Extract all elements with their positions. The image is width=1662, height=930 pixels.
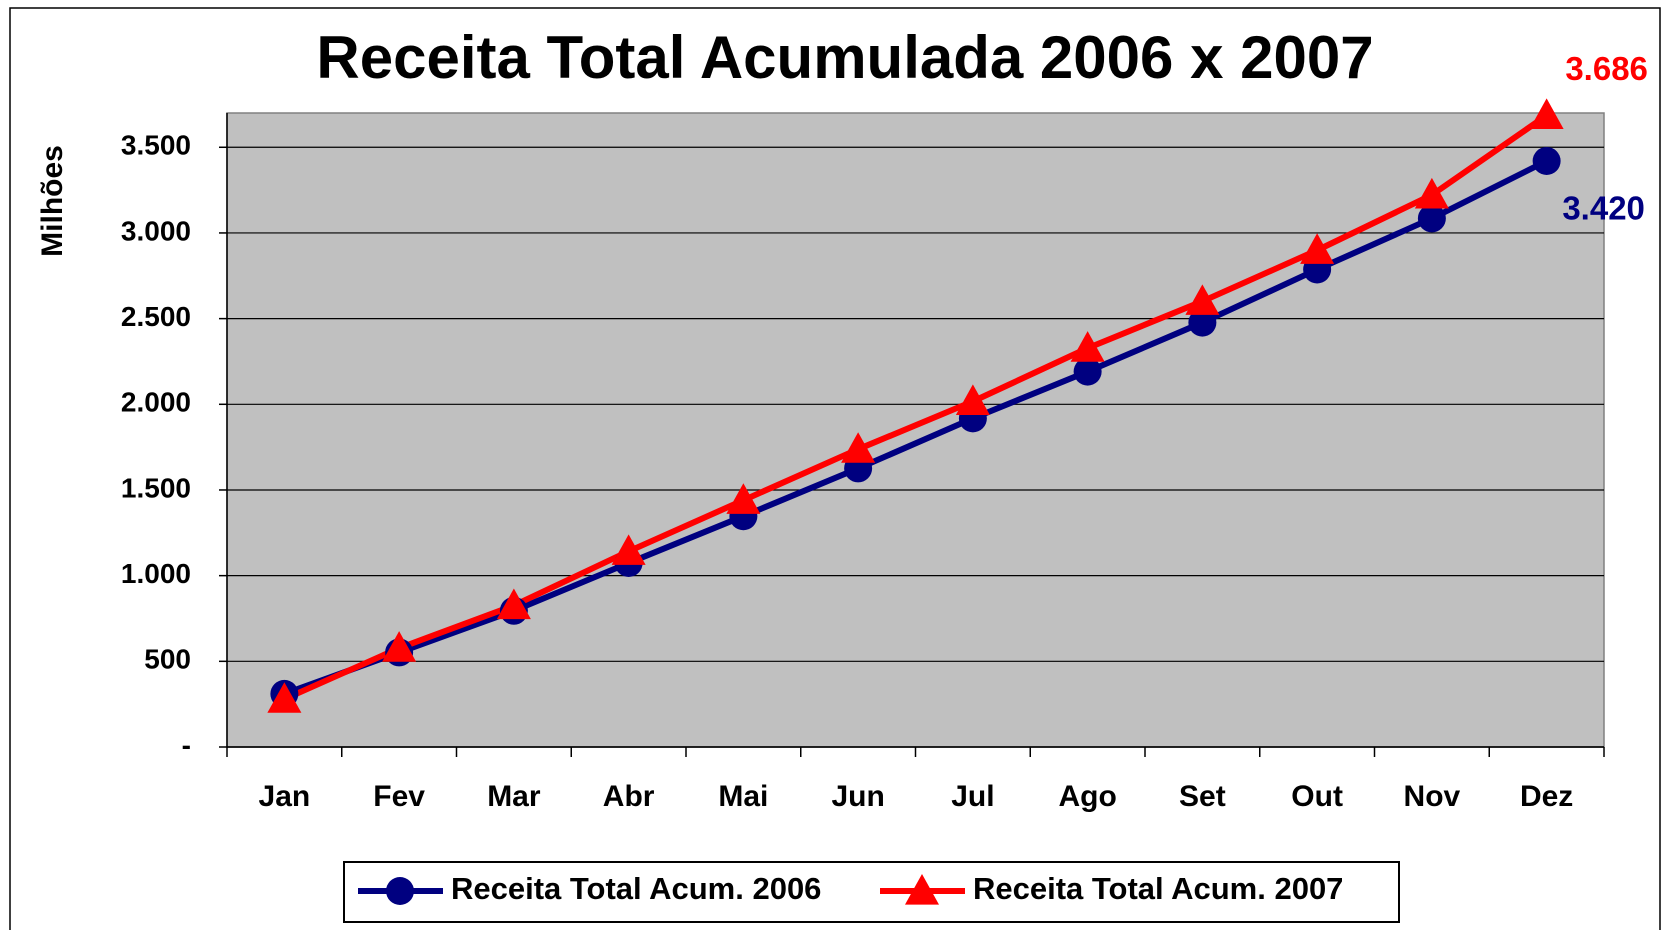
- x-tick-label: Dez: [1520, 780, 1573, 813]
- x-tick-label: Nov: [1404, 780, 1461, 813]
- x-tick-label: Mar: [487, 780, 541, 813]
- legend: Receita Total Acum. 2006 Receita Total Ac…: [343, 861, 1400, 923]
- data-point: [611, 534, 646, 565]
- x-tick-label: Jun: [831, 780, 884, 813]
- x-tick-label: Jul: [951, 780, 994, 813]
- data-point: [1532, 146, 1561, 175]
- x-tick-label: Set: [1179, 780, 1226, 813]
- legend-label: Receita Total Acum. 2006: [451, 871, 821, 906]
- x-tick-label: Out: [1291, 780, 1343, 813]
- y-tick-label: 500: [144, 644, 191, 675]
- data-point: [955, 384, 990, 415]
- y-tick-label: 3.500: [121, 130, 191, 161]
- y-tick-label: 3.000: [121, 215, 191, 246]
- x-tick-label: Jan: [259, 780, 311, 813]
- y-tick-label: 1.500: [121, 472, 191, 503]
- data-point: [1417, 204, 1446, 233]
- x-tick-label: Mai: [718, 780, 768, 813]
- data-point: [1414, 177, 1449, 209]
- x-tick-label: Ago: [1058, 780, 1116, 813]
- y-tick-label: 2.000: [121, 387, 191, 418]
- series-line: [283, 158, 1548, 697]
- legend-marker: [905, 874, 939, 905]
- data-point: [496, 588, 531, 620]
- x-tick-label: Fev: [373, 780, 425, 813]
- legend-marker: [386, 877, 414, 905]
- data-point: [267, 682, 302, 713]
- data-point: [1185, 284, 1220, 315]
- chart-title: Receita Total Acumulada 2006 x 2007: [316, 24, 1373, 91]
- y-tick-label: 2.500: [121, 301, 191, 332]
- data-point: [1300, 233, 1335, 264]
- data-point: [841, 432, 876, 463]
- y-tick-label: 1.000: [121, 558, 191, 589]
- data-point: [1529, 98, 1564, 129]
- legend-label: Receita Total Acum. 2007: [973, 871, 1343, 906]
- y-axis-label: Milhões: [36, 145, 69, 257]
- x-tick-label: Abr: [603, 780, 655, 813]
- data-point: [1188, 308, 1217, 337]
- plot-area: [226, 112, 1605, 748]
- data-point: [726, 483, 761, 514]
- data-label: 3.420: [1562, 190, 1645, 227]
- series-line: [283, 112, 1549, 702]
- data-label: 3.686: [1565, 50, 1648, 87]
- data-point: [1070, 331, 1105, 362]
- data-point: [1073, 357, 1102, 386]
- data-point: [382, 631, 417, 662]
- y-tick-label: -: [182, 729, 191, 760]
- legend-box: [343, 861, 1400, 923]
